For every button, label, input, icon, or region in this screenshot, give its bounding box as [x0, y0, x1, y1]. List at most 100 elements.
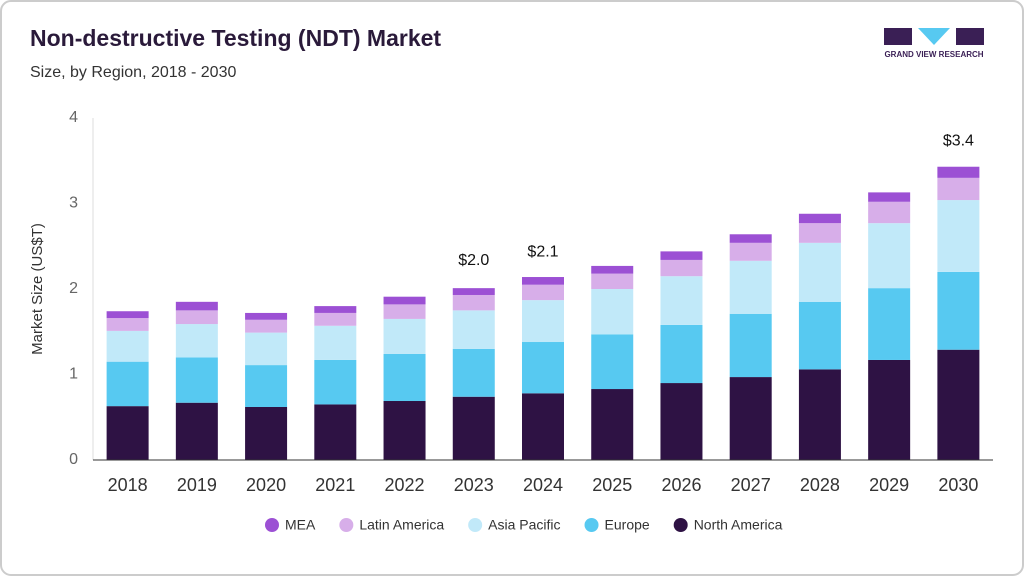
bar-segment — [245, 365, 288, 407]
y-axis-title: Market Size (US$T) — [29, 223, 46, 355]
logo-block — [918, 28, 950, 45]
bar-segment — [452, 348, 495, 397]
bar-segment — [314, 306, 357, 313]
bar-segment — [522, 300, 564, 343]
bar-segment — [175, 357, 218, 403]
bar-segment — [868, 192, 911, 202]
bar-segment — [660, 259, 703, 277]
bar-segment — [591, 265, 634, 274]
bar-segment — [106, 361, 149, 407]
bar-segment — [591, 273, 634, 289]
bar-segment — [106, 406, 149, 460]
bar-segment — [729, 260, 772, 314]
bar-segment — [175, 402, 218, 460]
legend-label: Latin America — [359, 517, 444, 533]
x-tick-label: 2024 — [523, 475, 563, 495]
legend-label: North America — [694, 517, 783, 533]
bar-segment — [729, 313, 772, 378]
bar-segment — [383, 353, 426, 402]
bar-segment — [245, 312, 288, 320]
bar-segment — [314, 325, 357, 360]
bar-segment — [106, 318, 149, 331]
x-tick-label: 2020 — [246, 475, 286, 495]
x-tick-label: 2023 — [454, 475, 494, 495]
bar-segment — [660, 276, 703, 325]
total-label: $2.0 — [458, 252, 489, 269]
logo-block — [956, 28, 984, 45]
bar-segment — [522, 342, 564, 394]
bar-segment — [314, 404, 357, 460]
bar-segment — [798, 242, 841, 302]
bar-segment — [175, 324, 218, 358]
bar-segment — [522, 277, 564, 285]
bar-segment — [798, 223, 841, 243]
bar-segment — [314, 359, 357, 405]
bar-segment — [452, 294, 495, 311]
bar-segment — [106, 330, 149, 362]
bar-segment — [798, 213, 841, 224]
logo-text: GRAND VIEW RESEARCH — [884, 50, 983, 59]
bar-segment — [937, 349, 980, 460]
bar-segment — [937, 200, 980, 272]
chart-subtitle: Size, by Region, 2018 - 2030 — [30, 64, 236, 81]
bar-segment — [452, 396, 495, 460]
legend-swatch — [468, 518, 483, 532]
x-tick-label: 2026 — [661, 475, 701, 495]
bar-segment — [106, 311, 149, 319]
y-tick-label: 2 — [69, 280, 78, 297]
bar-segment — [729, 234, 772, 243]
logo-block — [884, 28, 912, 45]
legend-swatch — [265, 518, 279, 532]
bar-segment — [245, 332, 288, 366]
bar-segment — [660, 383, 703, 460]
x-tick-label: 2021 — [315, 475, 355, 495]
bar-segment — [937, 271, 980, 350]
legend-swatch — [673, 518, 688, 532]
bar-segment — [383, 318, 426, 354]
y-tick-label: 4 — [69, 109, 78, 126]
bar-segment — [868, 359, 911, 460]
bar-segment — [868, 288, 911, 360]
legend-swatch — [584, 518, 599, 532]
bar-segment — [868, 223, 911, 289]
bar-segment — [383, 304, 426, 319]
bar-segment — [660, 251, 703, 260]
y-tick-label: 3 — [69, 195, 78, 212]
bar-segment — [937, 177, 980, 201]
bar-segment — [798, 301, 841, 370]
x-tick-label: 2029 — [869, 475, 909, 495]
x-tick-label: 2028 — [800, 475, 840, 495]
bar-segment — [591, 389, 634, 460]
x-tick-label: 2022 — [385, 475, 425, 495]
bar-segment — [729, 377, 772, 460]
x-tick-label: 2019 — [177, 475, 217, 495]
bar-segment — [729, 242, 772, 261]
bar-segment — [175, 310, 218, 325]
bar-segment — [245, 406, 288, 460]
bar-segment — [175, 301, 218, 311]
legend-swatch — [339, 518, 354, 532]
bar-segment — [314, 312, 357, 326]
legend-label: Asia Pacific — [488, 517, 560, 533]
total-label: $2.1 — [527, 244, 558, 261]
bar-segment — [591, 289, 634, 335]
legend-label: Europe — [605, 517, 650, 533]
x-tick-label: 2025 — [592, 475, 632, 495]
y-tick-label: 1 — [69, 366, 78, 383]
x-tick-label: 2018 — [108, 475, 148, 495]
bar-segment — [452, 310, 495, 349]
bar-segment — [452, 288, 495, 295]
y-tick-label: 0 — [69, 451, 78, 468]
chart-title: Non-destructive Testing (NDT) Market — [30, 25, 441, 51]
bar-segment — [591, 334, 634, 390]
x-tick-label: 2027 — [731, 475, 771, 495]
bar-segment — [245, 319, 288, 333]
bar-segment — [522, 284, 564, 301]
bar-segment — [660, 324, 703, 384]
bar-segment — [937, 166, 980, 178]
bar-segment — [522, 393, 564, 460]
legend-label: MEA — [285, 517, 316, 533]
bar-segment — [868, 201, 911, 224]
bar-segment — [798, 369, 841, 460]
